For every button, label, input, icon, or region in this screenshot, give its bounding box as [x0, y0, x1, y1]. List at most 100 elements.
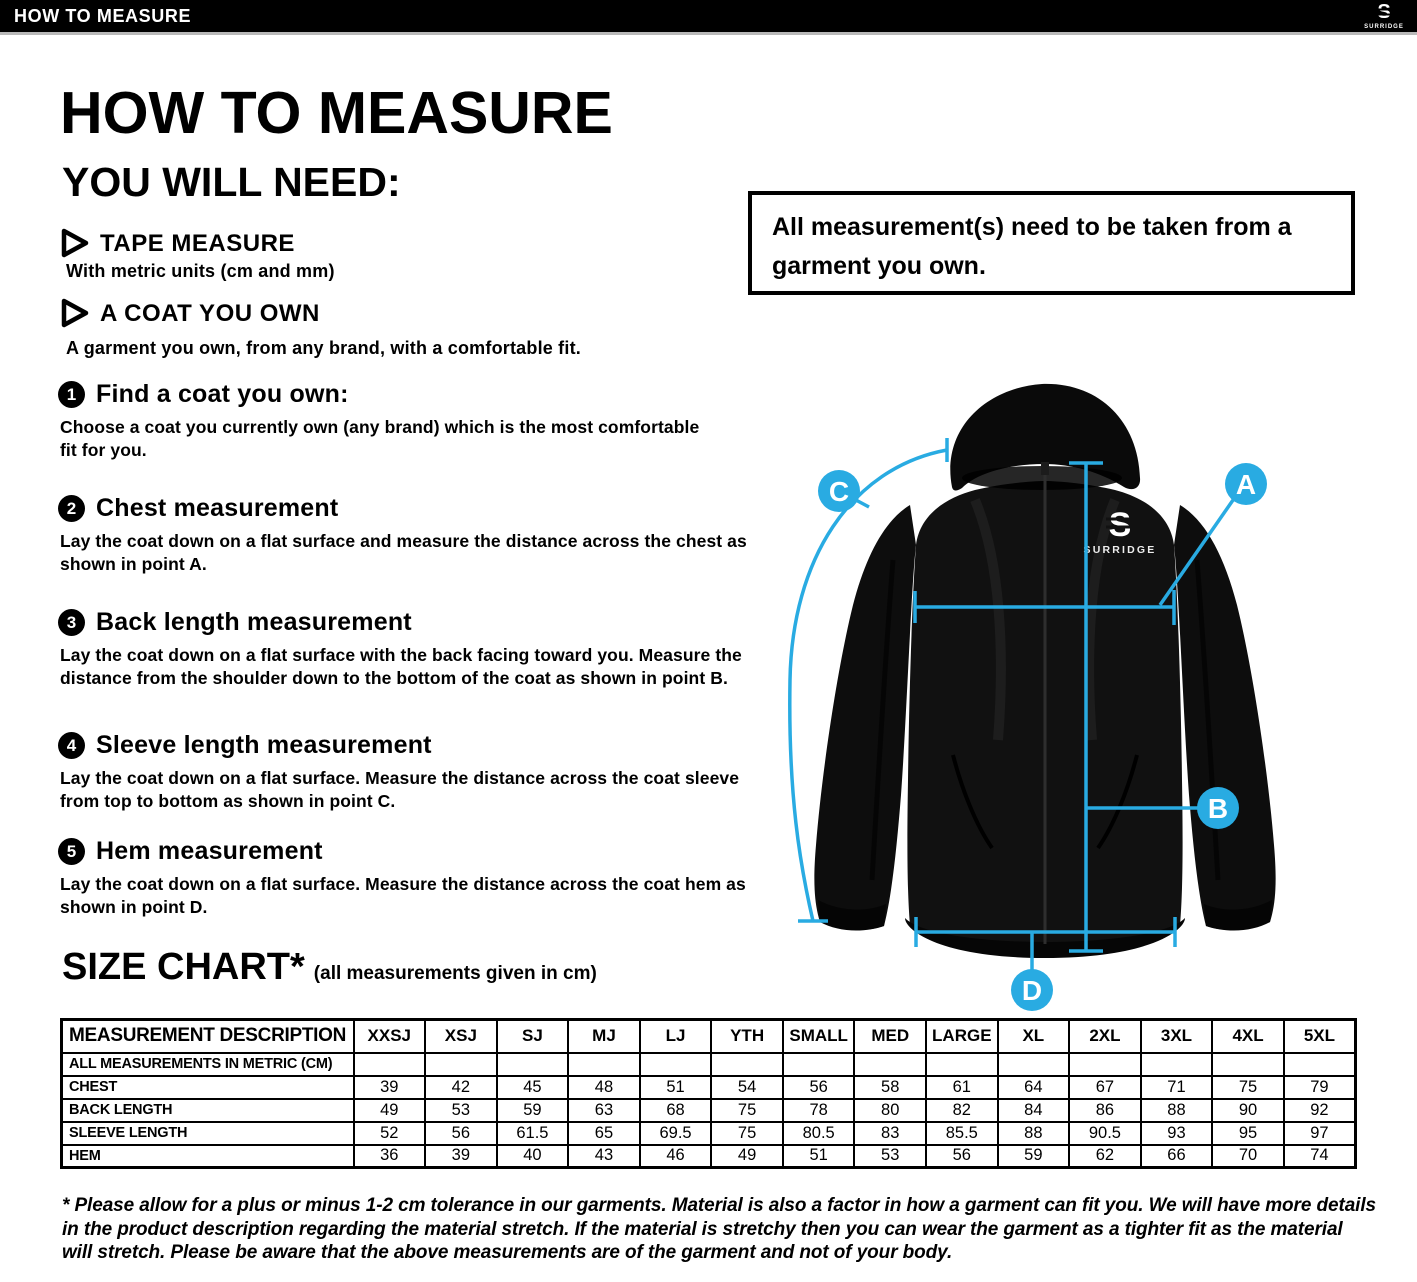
jacket-chest-logo: S SURRIDGE: [1083, 506, 1156, 556]
measurement-value-cell: 63: [567, 1097, 641, 1123]
marker-badges: A B C D: [818, 463, 1267, 1011]
unit-row-label: ALL MEASUREMENTS IN METRIC (CM): [60, 1051, 355, 1077]
size-column-header: 5XL: [1282, 1018, 1357, 1054]
measurement-value-cell: 51: [638, 1074, 713, 1100]
measurement-value-cell: 40: [495, 1143, 570, 1169]
measurement-value-cell: 66: [1139, 1143, 1214, 1169]
measurement-row-label: CHEST: [60, 1074, 355, 1100]
svg-text:SURRIDGE: SURRIDGE: [1364, 24, 1404, 30]
empty-cell: [1139, 1051, 1214, 1077]
step-title: Find a coat you own:: [96, 380, 349, 408]
triangle-bullet-icon: [61, 228, 89, 258]
measurement-value-cell: 56: [925, 1143, 999, 1169]
requirement-coat-label: A COAT YOU OWN: [100, 300, 320, 327]
size-column-header: MED: [853, 1018, 927, 1054]
empty-cell: [495, 1051, 570, 1077]
measurement-value-cell: 36: [352, 1143, 427, 1169]
measurement-value-cell: 49: [352, 1097, 427, 1123]
empty-cell: [424, 1051, 498, 1077]
measurement-row-label: BACK LENGTH: [60, 1097, 355, 1123]
step-number-badge: 5: [58, 838, 85, 865]
empty-cell: [853, 1051, 927, 1077]
measurement-value-cell: 39: [352, 1074, 427, 1100]
marker-c: C: [829, 476, 849, 507]
measurement-value-cell: 95: [1211, 1120, 1285, 1146]
step-title: Back length measurement: [96, 608, 412, 636]
measurement-value-cell: 61.5: [495, 1120, 570, 1146]
measurement-value-cell: 64: [996, 1074, 1071, 1100]
step-chest-measurement: 2 Chest measurement Lay the coat down on…: [58, 494, 758, 576]
empty-cell: [352, 1051, 427, 1077]
measurement-value-cell: 53: [853, 1143, 927, 1169]
empty-cell: [710, 1051, 784, 1077]
measurement-value-cell: 93: [1139, 1120, 1214, 1146]
measurement-value-cell: 61: [925, 1074, 999, 1100]
table-row: SLEEVE LENGTH 52 56 61.5 65 69.5 75 80.5 83 85.5 8…: [60, 1120, 1357, 1146]
top-header-bar: HOW TO MEASURE S SURRIDGE: [0, 0, 1417, 32]
step-description: Lay the coat down on a flat surface with…: [60, 645, 742, 688]
table-row: CHEST 39 42 45 48 51 54 56 58 61 64 67 71 75 79: [60, 1074, 1357, 1100]
size-column-header: MJ: [567, 1018, 641, 1054]
step-number-badge: 2: [58, 495, 85, 522]
measurement-value-cell: 83: [853, 1120, 927, 1146]
measurement-value-cell: 39: [424, 1143, 498, 1169]
measurement-value-cell: 52: [352, 1120, 427, 1146]
measurement-value-cell: 54: [710, 1074, 784, 1100]
you-will-need-heading: YOU WILL NEED:: [62, 159, 401, 205]
measurement-value-cell: 43: [567, 1143, 641, 1169]
tolerance-footnote: * Please allow for a plus or minus 1-2 c…: [62, 1195, 1376, 1263]
size-column-header: 4XL: [1211, 1018, 1285, 1054]
table-row: BACK LENGTH 49 53 59 63 68 75 78 80 82 84 86 88 90 92: [60, 1097, 1357, 1123]
measurement-value-cell: 71: [1139, 1074, 1214, 1100]
empty-cell: [1211, 1051, 1285, 1077]
svg-text:SURRIDGE: SURRIDGE: [1083, 544, 1156, 556]
empty-cell: [781, 1051, 856, 1077]
size-chart-table-wrap: MEASUREMENT DESCRIPTION XXSJ XSJ SJ MJ LJ YTH S…: [60, 1018, 1357, 1169]
marker-b: B: [1208, 793, 1228, 824]
measurement-value-cell: 78: [781, 1097, 856, 1123]
empty-cell: [1068, 1051, 1142, 1077]
measurement-value-cell: 49: [710, 1143, 784, 1169]
step-description: Lay the coat down on a flat surface. Mea…: [60, 768, 740, 811]
measurement-row-label: SLEEVE LENGTH: [60, 1120, 355, 1146]
measurement-value-cell: 51: [781, 1143, 856, 1169]
size-column-header: SJ: [495, 1018, 570, 1054]
size-chart-table: MEASUREMENT DESCRIPTION XXSJ XSJ SJ MJ LJ YTH S…: [60, 1018, 1357, 1169]
step-number-badge: 1: [58, 381, 85, 408]
step-number-badge: 4: [58, 732, 85, 759]
step-sleeve-length-measurement: 4 Sleeve length measurement Lay the coat…: [58, 731, 758, 813]
triangle-bullet-icon: [61, 298, 89, 328]
surridge-logo-icon: S SURRIDGE: [1364, 1, 1404, 30]
measurement-value-cell: 88: [1139, 1097, 1214, 1123]
measurement-value-cell: 56: [424, 1120, 498, 1146]
size-column-header: LJ: [638, 1018, 713, 1054]
empty-cell: [638, 1051, 713, 1077]
step-find-a-coat: 1 Find a coat you own: Choose a coat you…: [58, 380, 758, 462]
measurement-value-cell: 75: [710, 1120, 784, 1146]
svg-text:S: S: [1109, 506, 1132, 544]
measurement-row-label: HEM: [60, 1143, 355, 1169]
size-column-header: LARGE: [925, 1018, 999, 1054]
measurement-value-cell: 42: [424, 1074, 498, 1100]
page-title: HOW TO MEASURE: [60, 80, 613, 146]
description-column-header: MEASUREMENT DESCRIPTION: [60, 1018, 355, 1054]
measurement-value-cell: 59: [495, 1097, 570, 1123]
step-description: Lay the coat down on a flat surface and …: [60, 531, 747, 574]
size-column-header: 2XL: [1068, 1018, 1142, 1054]
requirement-tape-measure-desc: With metric units (cm and mm): [66, 261, 335, 281]
jacket-measurement-diagram: S SURRIDGE: [788, 383, 1276, 1011]
step-title: Chest measurement: [96, 494, 339, 522]
unit-row: ALL MEASUREMENTS IN METRIC (CM): [60, 1051, 1357, 1077]
measurement-value-cell: 82: [925, 1097, 999, 1123]
measurement-value-cell: 65: [567, 1120, 641, 1146]
measurement-value-cell: 86: [1068, 1097, 1142, 1123]
svg-text:S: S: [1377, 1, 1390, 23]
size-column-header: YTH: [710, 1018, 784, 1054]
measurement-value-cell: 67: [1068, 1074, 1142, 1100]
step-title: Hem measurement: [96, 837, 323, 865]
measurement-value-cell: 59: [996, 1143, 1071, 1169]
size-column-header: XSJ: [424, 1018, 498, 1054]
empty-cell: [996, 1051, 1071, 1077]
measurement-value-cell: 48: [567, 1074, 641, 1100]
